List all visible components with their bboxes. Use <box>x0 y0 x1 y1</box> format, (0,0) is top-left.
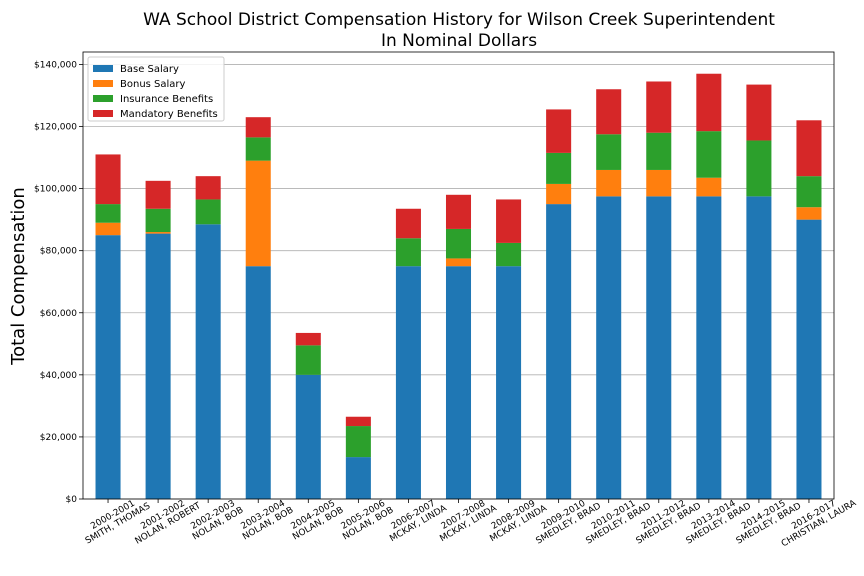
bar-segment-insurance-benefits <box>95 204 121 223</box>
bar-segment-base-salary <box>95 235 121 500</box>
bar-segment-insurance-benefits <box>345 426 371 458</box>
y-tick-label: $0 <box>66 495 78 505</box>
y-tick-label: $60,000 <box>40 309 77 319</box>
bar-segment-insurance-benefits <box>395 238 421 267</box>
bar-segment-insurance-benefits <box>445 228 472 259</box>
bar-segment-bonus-salary <box>596 169 622 197</box>
bar-segment-base-salary <box>596 196 622 499</box>
bar-segment-base-salary <box>746 196 772 499</box>
bar-segment-base-salary <box>796 219 822 499</box>
y-tick-label: $140,000 <box>34 60 77 70</box>
bar-segment-mandatory-benefits <box>195 176 221 200</box>
legend-swatch <box>93 95 113 102</box>
bar-segment-mandatory-benefits <box>696 73 722 132</box>
bar-segment-mandatory-benefits <box>496 199 522 243</box>
legend-swatch <box>93 110 113 117</box>
bar-segment-mandatory-benefits <box>746 84 772 141</box>
bar-segment-mandatory-benefits <box>596 89 622 135</box>
bar-segment-bonus-salary <box>245 160 271 267</box>
bar-segment-mandatory-benefits <box>445 194 472 229</box>
bar-segment-mandatory-benefits <box>95 154 121 205</box>
bar-segment-bonus-salary <box>145 232 171 234</box>
legend-swatch <box>93 65 113 72</box>
bar-segment-base-salary <box>295 374 321 499</box>
bar-segment-insurance-benefits <box>696 131 722 178</box>
bar-segment-insurance-benefits <box>796 176 822 208</box>
legend: Base Salary Bonus Salary Insurance Benefit… <box>87 56 225 122</box>
bar-segment-bonus-salary <box>445 258 472 267</box>
y-tick-label: $20,000 <box>40 433 77 443</box>
bar-segment-base-salary <box>546 204 572 499</box>
bar-segment-bonus-salary <box>696 177 722 197</box>
y-tick-label: $40,000 <box>40 371 77 381</box>
chart-subtitle: In Nominal Dollars <box>381 31 537 51</box>
legend-swatch <box>93 80 113 87</box>
bar-segment-mandatory-benefits <box>345 416 371 427</box>
bar-segment-mandatory-benefits <box>145 180 171 209</box>
bar-segment-insurance-benefits <box>596 134 622 170</box>
bar-segment-base-salary <box>496 266 522 499</box>
bar-segment-base-salary <box>195 224 221 499</box>
bar-segment-base-salary <box>245 266 271 499</box>
legend-entry: Mandatory Benefits <box>120 109 218 120</box>
y-tick-label: $100,000 <box>34 185 77 195</box>
y-axis-label: Total Compensation <box>8 187 29 366</box>
legend-entry: Bonus Salary <box>120 79 186 90</box>
legend-entry: Insurance Benefits <box>120 94 213 105</box>
bar-segment-bonus-salary <box>546 183 572 205</box>
legend-entry: Base Salary <box>120 64 179 75</box>
bar-segment-insurance-benefits <box>496 242 522 267</box>
bar-segment-insurance-benefits <box>145 208 171 233</box>
bar-segment-base-salary <box>345 457 371 499</box>
legend-box <box>87 56 225 122</box>
y-tick-label: $80,000 <box>40 247 77 257</box>
bar-segment-base-salary <box>445 266 472 499</box>
bar-segment-insurance-benefits <box>546 152 572 184</box>
bar-segment-mandatory-benefits <box>796 120 822 177</box>
bar-segment-bonus-salary <box>95 222 121 236</box>
bar-segment-bonus-salary <box>796 207 822 220</box>
bar-segment-base-salary <box>696 196 722 499</box>
bar-segment-insurance-benefits <box>746 140 772 197</box>
bar-segment-mandatory-benefits <box>646 81 672 133</box>
bar-segment-insurance-benefits <box>245 137 271 161</box>
bars <box>95 73 822 500</box>
bar-segment-mandatory-benefits <box>395 208 421 239</box>
bar-segment-bonus-salary <box>646 169 672 197</box>
bar-segment-insurance-benefits <box>295 345 321 375</box>
y-tick-label: $120,000 <box>34 123 77 133</box>
plot-frame <box>82 51 835 500</box>
bar-segment-mandatory-benefits <box>295 332 321 346</box>
bar-segment-insurance-benefits <box>646 132 672 170</box>
bar-segment-insurance-benefits <box>195 199 221 225</box>
chart-title: WA School District Compensation History … <box>143 10 775 30</box>
bar-segment-mandatory-benefits <box>245 117 271 138</box>
bar-segment-mandatory-benefits <box>546 109 572 153</box>
bar-segment-base-salary <box>395 266 421 499</box>
bar-segment-base-salary <box>145 233 171 499</box>
bar-segment-base-salary <box>646 196 672 499</box>
